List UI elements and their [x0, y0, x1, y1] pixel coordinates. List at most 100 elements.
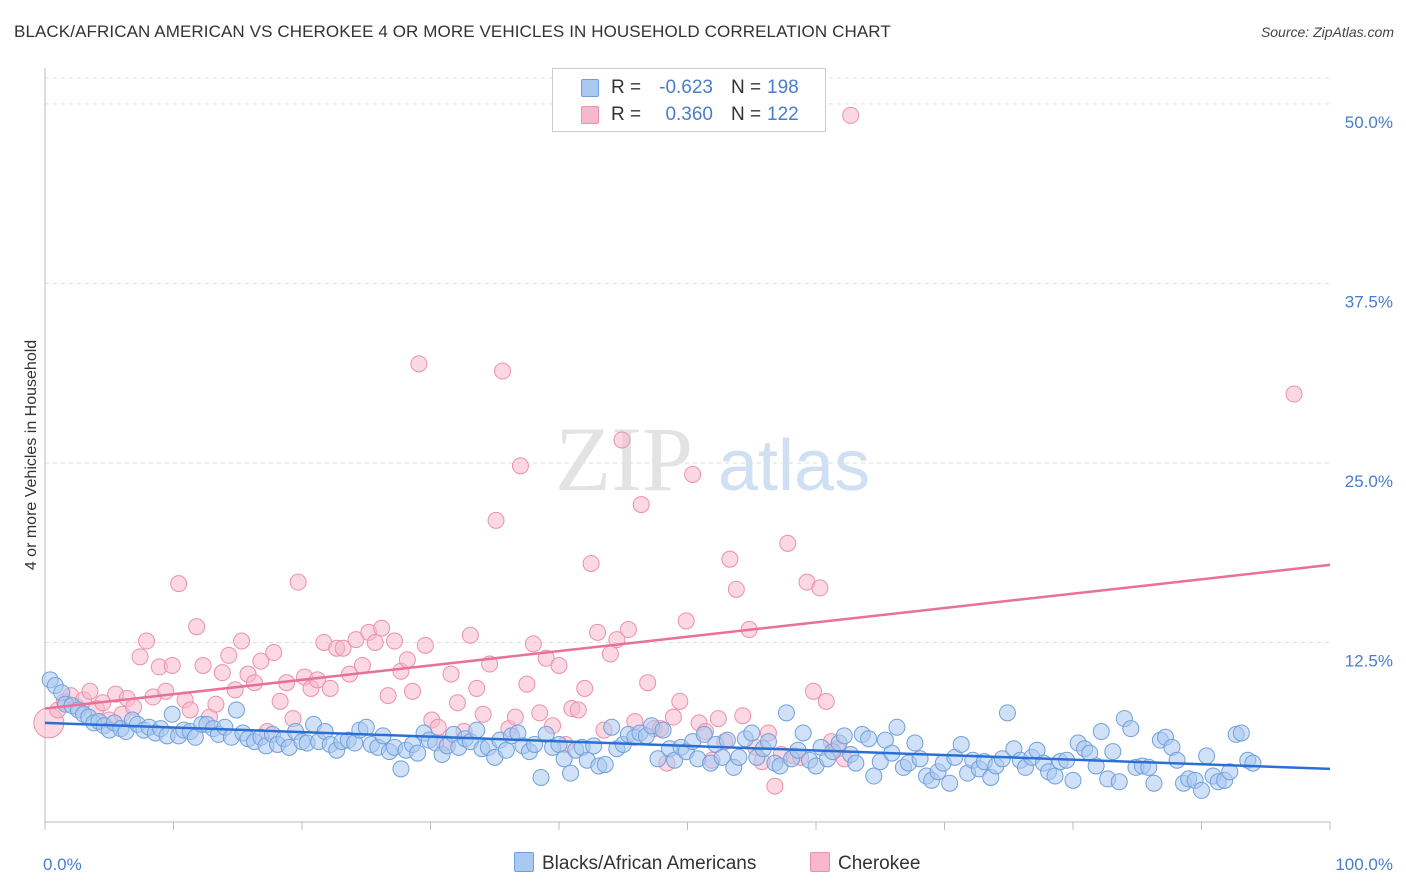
data-point	[1232, 724, 1250, 742]
data-point	[1168, 751, 1186, 769]
data-point	[321, 679, 339, 697]
data-point	[487, 511, 505, 529]
data-point	[759, 733, 777, 751]
data-point	[632, 496, 650, 514]
data-point	[353, 656, 371, 674]
data-point	[442, 665, 460, 683]
data-point	[952, 735, 970, 753]
bottom-legend-label: Cherokee	[838, 853, 921, 874]
data-point	[562, 764, 580, 782]
bottom-legend-label: Blacks/African Americans	[542, 853, 757, 874]
data-point	[404, 682, 422, 700]
legend-row-blacks: R = -0.623 N = 198	[553, 75, 825, 101]
data-point	[842, 106, 860, 124]
data-point	[1221, 763, 1239, 781]
data-point	[532, 768, 550, 786]
data-point	[811, 579, 829, 597]
data-point	[639, 674, 657, 692]
data-point	[226, 681, 244, 699]
data-point	[531, 704, 549, 722]
trend-line	[44, 721, 1331, 771]
trend-lines	[44, 563, 1331, 771]
data-point	[613, 431, 631, 449]
data-point	[81, 682, 99, 700]
data-point	[589, 623, 607, 641]
data-point	[550, 735, 568, 753]
data-point	[619, 621, 637, 639]
data-point	[468, 721, 486, 739]
data-point	[181, 701, 199, 719]
grid-lines	[45, 77, 1330, 643]
legend-n-value: 198	[767, 77, 799, 98]
data-point	[131, 648, 149, 666]
y-tick-label: 50.0%	[1345, 113, 1393, 132]
legend: R = -0.623 N = 198 R = 0.360 N = 122	[552, 68, 826, 132]
data-point	[474, 705, 492, 723]
data-point	[265, 644, 283, 662]
y-axis-label: 4 or more Vehicles in Household	[23, 340, 40, 570]
data-point	[220, 646, 238, 664]
data-point	[1145, 774, 1163, 792]
data-point	[252, 652, 270, 670]
data-point	[410, 355, 428, 373]
watermark: ZIP atlas	[555, 408, 870, 510]
data-point	[468, 679, 486, 697]
data-point	[888, 718, 906, 736]
legend-r-value: 0.360	[665, 104, 713, 125]
data-point	[804, 682, 822, 700]
data-point	[398, 651, 416, 669]
data-point	[713, 748, 731, 766]
data-point	[993, 750, 1011, 768]
data-point	[766, 777, 784, 795]
legend-row-cherokee: R = 0.360 N = 122	[553, 102, 825, 128]
data-point	[416, 636, 434, 654]
data-point	[233, 632, 251, 650]
data-point	[1285, 385, 1303, 403]
data-point	[357, 718, 375, 736]
data-point	[1193, 781, 1210, 799]
legend-n-value: 122	[767, 104, 799, 125]
legend-r-value: -0.623	[659, 77, 713, 98]
bottom-legend-swatch-blue	[514, 852, 534, 872]
y-tick-label: 25.0%	[1345, 472, 1393, 491]
data-point	[684, 465, 702, 483]
data-point	[794, 724, 812, 742]
data-point	[379, 687, 397, 705]
data-point	[550, 656, 568, 674]
source-credit: Source: ZipAtlas.com	[1260, 24, 1394, 40]
data-point	[347, 631, 365, 649]
data-point	[1046, 767, 1064, 785]
data-point	[998, 704, 1016, 722]
y-tick-labels: 12.5% 25.0% 37.5% 50.0%	[1345, 113, 1393, 671]
data-point	[555, 750, 573, 768]
data-point	[511, 457, 529, 475]
legend-n-label: N =	[731, 104, 762, 125]
data-point	[734, 707, 752, 725]
data-point	[860, 730, 878, 748]
data-point	[596, 756, 614, 774]
data-point	[576, 679, 594, 697]
legend-swatch-pink	[581, 106, 599, 124]
data-point	[817, 692, 835, 710]
x-tick-labels: 0.0% 100.0%	[43, 855, 1393, 874]
data-point	[1104, 743, 1122, 761]
legend-swatch-blue	[581, 79, 599, 97]
data-point	[227, 701, 245, 719]
data-point	[664, 708, 682, 726]
data-point	[721, 550, 739, 568]
data-point	[603, 718, 621, 736]
data-point	[493, 362, 511, 380]
data-point	[671, 692, 689, 710]
data-point	[835, 727, 853, 745]
data-point	[518, 675, 536, 693]
data-point	[582, 554, 600, 572]
chart-title: BLACK/AFRICAN AMERICAN VS CHEROKEE 4 OR …	[14, 22, 891, 41]
data-point	[170, 575, 188, 593]
data-point	[448, 694, 466, 712]
data-point	[1110, 773, 1128, 791]
data-point	[906, 734, 924, 752]
data-point	[654, 721, 672, 739]
legend-r-label: R =	[611, 104, 642, 125]
watermark-atlas: atlas	[718, 426, 870, 506]
